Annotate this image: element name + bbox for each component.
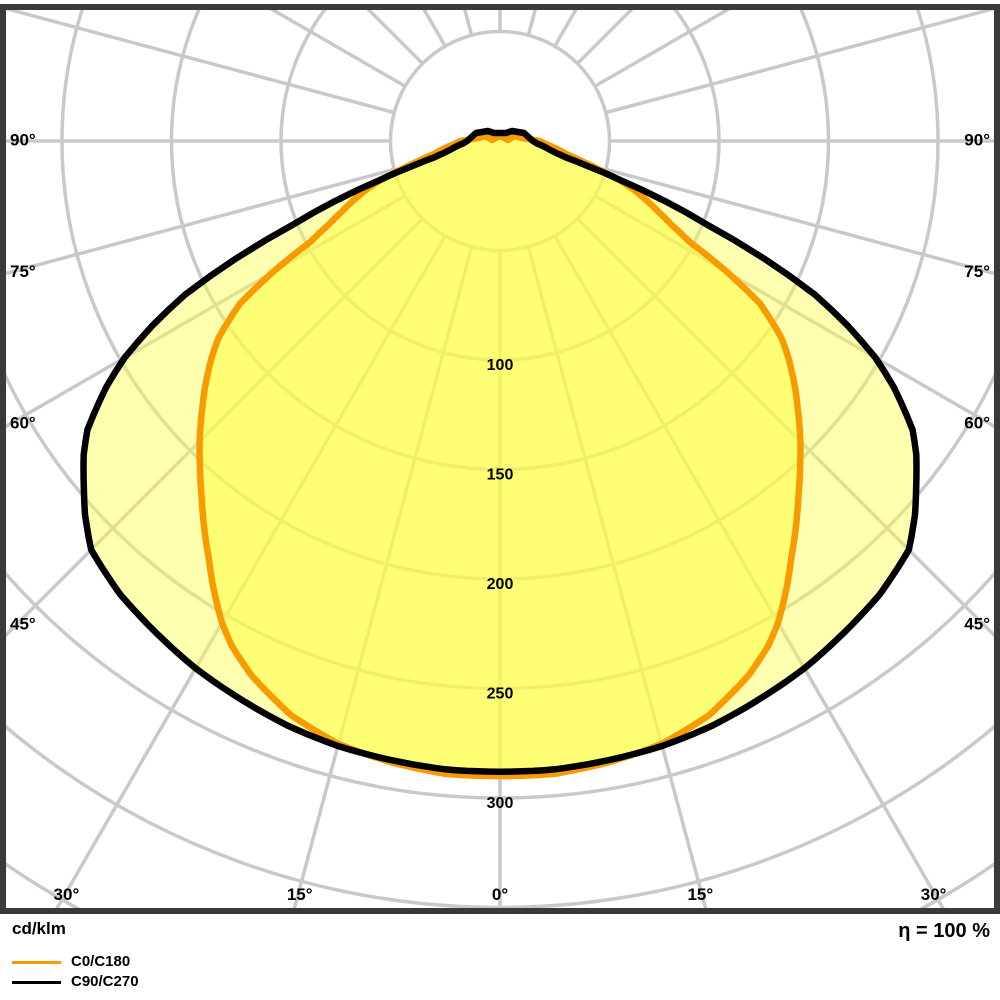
- grid-spoke: [594, 10, 731, 88]
- radius-tick-label: 100: [487, 357, 514, 374]
- angle-tick-label-bottom: 30°: [54, 885, 80, 904]
- grid-spoke: [269, 10, 406, 88]
- grid-spoke: [6, 167, 395, 276]
- angle-tick-label-bottom: 15°: [287, 885, 313, 904]
- angle-tick-label-left: 90°: [10, 130, 36, 149]
- legend-line-c90-c270-icon: [12, 980, 61, 984]
- angle-tick-label-bottom: 15°: [687, 885, 713, 904]
- legend-item-c90-c270: C90/C270: [12, 972, 139, 992]
- curve-c0-c180-fill: [199, 136, 801, 777]
- grid-spoke: [6, 10, 395, 115]
- chart-border: [0, 4, 1000, 914]
- radius-tick-label: 150: [487, 467, 514, 484]
- curve-c0-c180-stroke: [196, 132, 804, 780]
- efficiency-label: η = 100 %: [898, 920, 990, 942]
- legend-line-c0-c180-icon: [12, 960, 61, 964]
- radius-tick-label: 250: [487, 686, 514, 703]
- angle-tick-label-left: 45°: [10, 614, 36, 633]
- angle-tick-label-right: 60°: [964, 413, 990, 432]
- radius-tick-label: 300: [487, 795, 514, 812]
- angle-tick-label-right: 90°: [964, 130, 990, 149]
- radius-tick-label: 200: [487, 576, 514, 593]
- angle-tick-label-bottom: 0°: [492, 885, 508, 904]
- angle-tick-label-right: 45°: [964, 614, 990, 633]
- unit-label: cd/klm: [12, 919, 66, 938]
- grid-spoke: [605, 167, 994, 276]
- angle-tick-label-left: 60°: [10, 413, 36, 432]
- curve-c90-c270-stroke: [80, 127, 920, 775]
- legend: C0/C180 C90/C270: [12, 952, 139, 992]
- angle-tick-label-bottom: 30°: [921, 885, 947, 904]
- legend-label-c90-c270: C90/C270: [71, 973, 139, 990]
- legend-item-c0-c180: C0/C180: [12, 952, 139, 972]
- legend-label-c0-c180: C0/C180: [71, 953, 131, 970]
- angle-tick-label-left: 75°: [10, 262, 36, 281]
- grid-spoke: [605, 10, 994, 115]
- angle-tick-label-right: 75°: [964, 262, 990, 281]
